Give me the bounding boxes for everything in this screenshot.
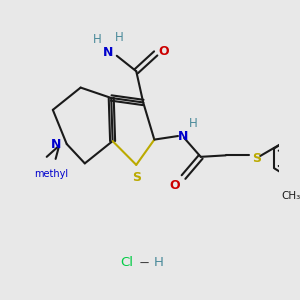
Text: Cl: Cl — [120, 256, 133, 269]
Text: S: S — [132, 171, 141, 184]
Text: −: − — [139, 256, 150, 269]
Text: H: H — [154, 256, 164, 269]
Text: H: H — [93, 33, 102, 46]
Text: CH₃: CH₃ — [281, 191, 300, 201]
Text: methyl: methyl — [34, 169, 68, 179]
Text: S: S — [252, 152, 261, 165]
Text: N: N — [103, 46, 114, 59]
Text: O: O — [170, 179, 181, 192]
Text: O: O — [159, 44, 170, 58]
Text: H: H — [189, 117, 198, 130]
Text: H: H — [115, 31, 123, 44]
Text: N: N — [50, 138, 61, 151]
Text: N: N — [178, 130, 188, 142]
